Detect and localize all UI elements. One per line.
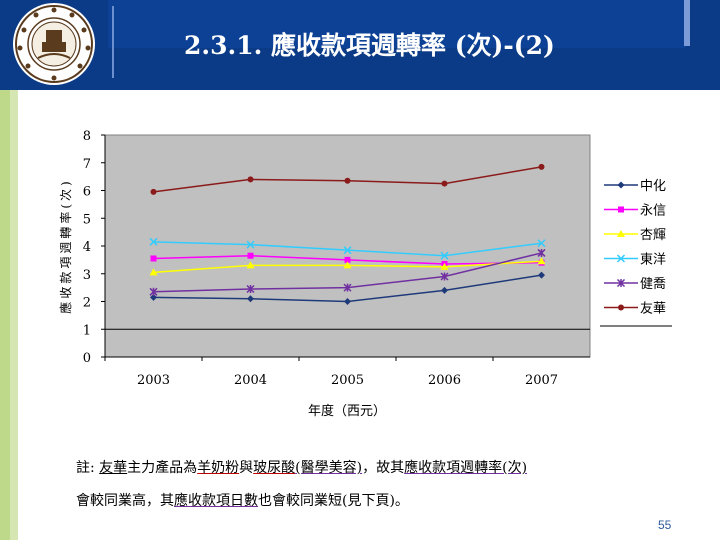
legend-marker-0 — [617, 181, 625, 189]
series-3-point-2 — [343, 246, 352, 255]
note-term: 應收款項週轉率(次) — [404, 460, 528, 476]
series-1-point-0 — [150, 255, 157, 262]
x-tick-label-1: 2004 — [234, 373, 267, 388]
series-5-point-2 — [344, 177, 351, 184]
legend-label-3: 東洋 — [640, 252, 666, 268]
series-5-point-0 — [150, 188, 157, 195]
series-3-point-0 — [149, 237, 158, 246]
series-1-point-2 — [344, 256, 351, 263]
series-1-point-1 — [247, 252, 254, 259]
note-prefix: 註: — [76, 460, 100, 476]
legend-marker-2 — [617, 230, 625, 237]
note-product1: 羊奶粉 — [197, 460, 240, 476]
series-4-point-3 — [440, 272, 449, 281]
turnover-line-chart: 0 1 2 3 4 5 6 7 8 2003 2004 2005 2006 2007 年度（西元） 應收款項週… — [58, 129, 672, 419]
note-product2: 玻尿酸 — [253, 460, 296, 476]
series-2-point-2 — [343, 261, 352, 269]
y-tick-label-0: 0 — [83, 351, 91, 366]
note-paren: (醫學美容) — [295, 460, 363, 476]
note-company: 友華 — [99, 460, 128, 476]
series-2-point-3 — [440, 262, 449, 270]
y-tick-label-3: 3 — [83, 268, 91, 283]
x-tick-label-0: 2003 — [137, 373, 170, 388]
x-tick-label-3: 2006 — [428, 373, 461, 388]
series-2-point-0 — [149, 268, 158, 276]
note-line-1: 註: 友華主力產品為羊奶粉與玻尿酸(醫學美容)，故其應收款項週轉率(次) — [76, 457, 527, 477]
x-axis-label: 年度（西元） — [308, 403, 386, 419]
y-tick-label-1: 1 — [83, 323, 91, 338]
note-mid2: 與 — [239, 460, 254, 476]
header-right-bar — [684, 0, 690, 46]
header-divider — [112, 6, 114, 78]
y-tick-label-8: 8 — [83, 129, 91, 144]
legend-marker-5 — [618, 304, 624, 311]
y-tick-label-2: 2 — [83, 296, 91, 311]
slide-title: 2.3.1. 應收款項週轉率 (次)-(2) — [184, 31, 555, 60]
series-5-point-4 — [538, 163, 545, 170]
x-tick-label-4: 2007 — [525, 373, 558, 388]
legend-marker-1 — [618, 206, 624, 213]
series-3-point-1 — [246, 240, 255, 249]
series-0-point-2 — [344, 298, 351, 305]
y-tick-label-7: 7 — [83, 157, 91, 172]
legend-marker-3 — [616, 254, 626, 263]
note2-term: 應收款項日數 — [174, 493, 258, 509]
y-tick-label-6: 6 — [83, 185, 91, 200]
x-tick-label-2: 2005 — [331, 373, 364, 388]
y-axis-label: 應收款項週轉率(次) — [58, 178, 73, 313]
series-0-point-4 — [538, 271, 545, 279]
legend-label-5: 友華 — [640, 301, 666, 317]
header-accent — [108, 0, 686, 48]
series-0-point-1 — [247, 295, 254, 303]
series-0-point-3 — [441, 286, 448, 294]
legend-label-0: 中化 — [640, 179, 666, 194]
legend-label-1: 永信 — [640, 204, 666, 219]
series-4-point-2 — [343, 283, 352, 292]
series-2-point-4 — [537, 257, 546, 265]
series-5-point-1 — [247, 176, 254, 183]
note2-suffix: 也會較同業短(見下頁)。 — [258, 493, 409, 509]
note-line-2: 會較同業高，其應收款項日數也會較同業短(見下頁)。 — [76, 490, 409, 510]
note-mid3: ，故其 — [362, 460, 405, 476]
series-3-point-3 — [440, 251, 449, 260]
series-5-point-3 — [441, 180, 448, 187]
left-decor-strip-inner — [10, 90, 18, 540]
series-3-point-4 — [537, 239, 546, 248]
series-0-point-0 — [150, 293, 157, 301]
series-4-point-1 — [246, 284, 255, 294]
note2-prefix: 會較同業高，其 — [76, 493, 174, 509]
y-tick-label-4: 4 — [83, 240, 91, 255]
series-4-point-4 — [537, 248, 546, 257]
university-seal-icon — [13, 3, 95, 85]
y-tick-label-5: 5 — [83, 212, 91, 227]
series-2-point-1 — [246, 261, 255, 269]
legend-label-4: 健喬 — [640, 276, 666, 292]
series-4-point-0 — [149, 287, 158, 296]
legend-marker-4 — [616, 278, 626, 288]
legend-label-2: 杏輝 — [640, 228, 666, 243]
note-mid1: 主力產品為 — [127, 460, 198, 476]
page-number: 55 — [658, 518, 672, 532]
